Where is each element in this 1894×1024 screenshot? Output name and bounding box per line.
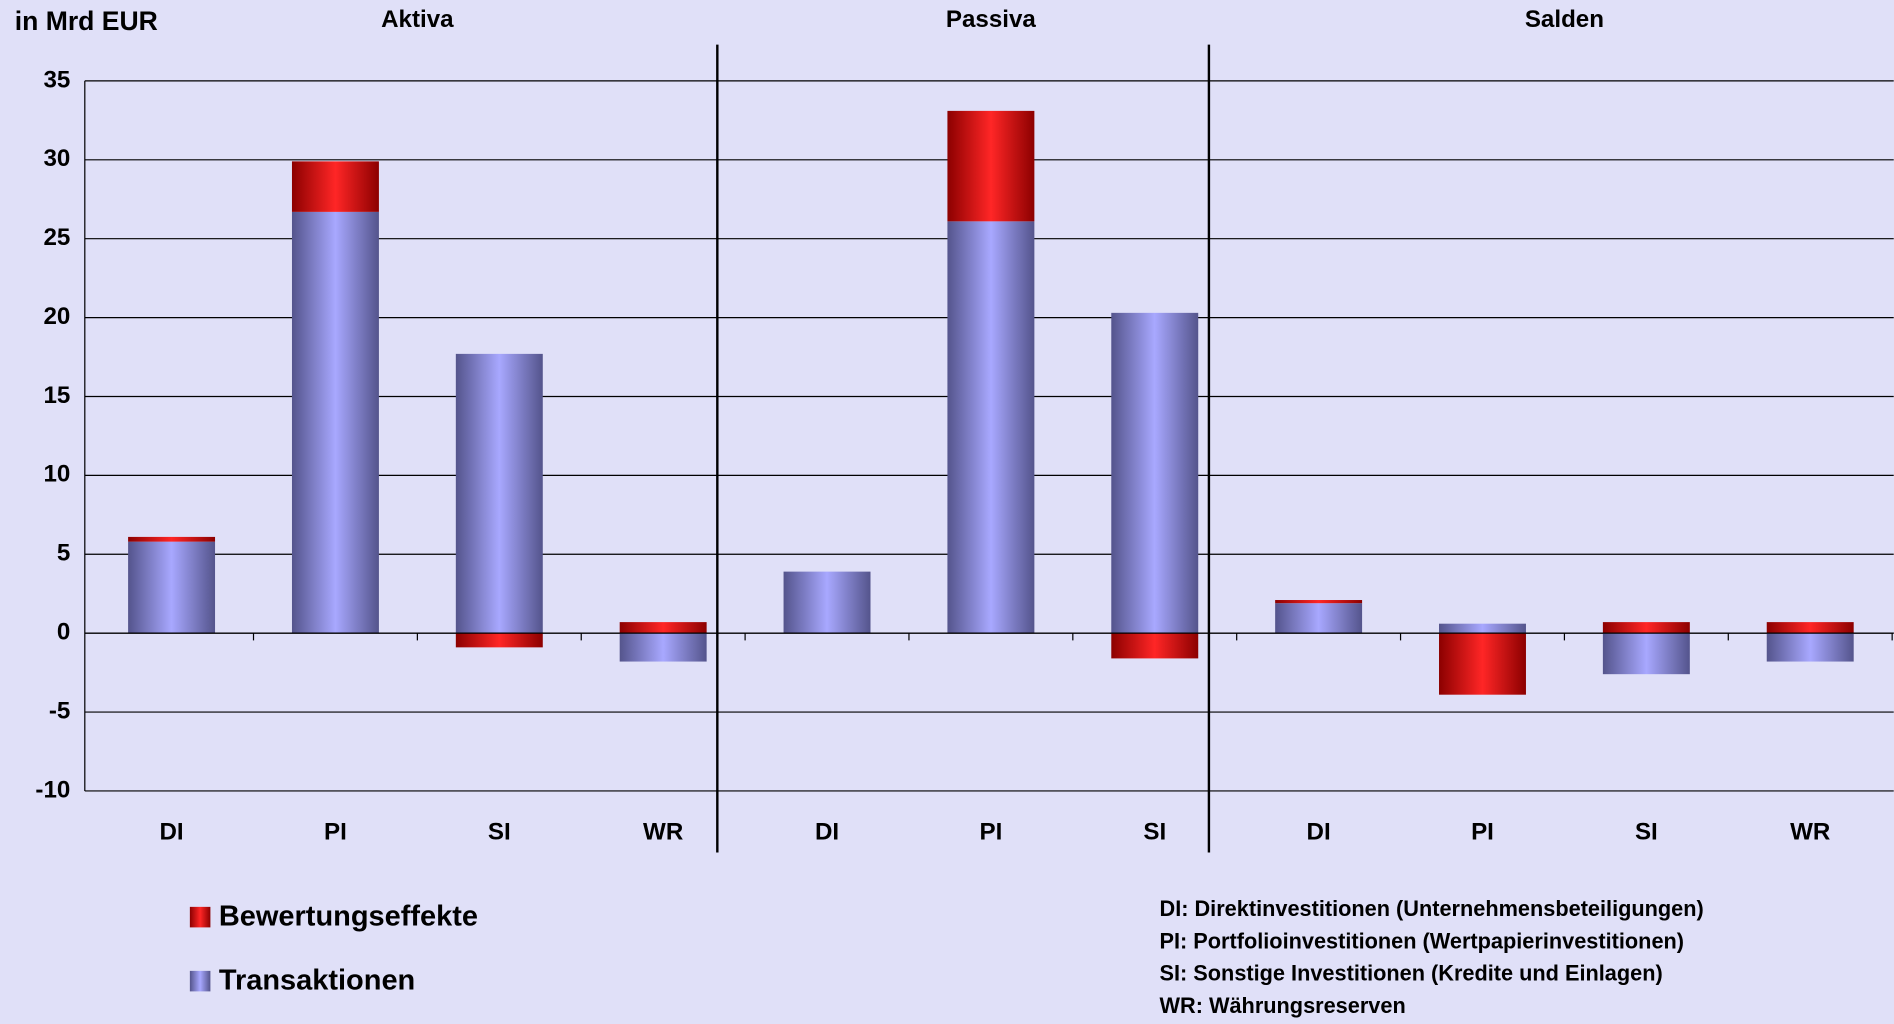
group-label: Salden bbox=[1525, 6, 1604, 33]
bar bbox=[1439, 633, 1526, 695]
x-tick-label: DI bbox=[159, 819, 183, 846]
bar bbox=[1602, 633, 1690, 675]
y-tick-label: 25 bbox=[43, 224, 70, 251]
x-tick-label: WR bbox=[1790, 819, 1830, 846]
bar bbox=[455, 633, 543, 648]
bar bbox=[619, 633, 707, 662]
bar bbox=[1439, 623, 1526, 634]
y-tick-label: 30 bbox=[43, 145, 70, 172]
group-label: Aktiva bbox=[381, 6, 454, 33]
y-tick-label: 10 bbox=[43, 461, 70, 488]
note: PI: Portfolioinvestitionen (Wertpapierin… bbox=[1160, 928, 1685, 953]
bar bbox=[128, 541, 216, 634]
bar bbox=[619, 622, 707, 634]
note: SI: Sonstige Investitionen (Kredite und … bbox=[1160, 961, 1663, 986]
legend-swatch bbox=[189, 906, 211, 928]
x-tick-label: SI bbox=[488, 819, 511, 846]
note: WR: Währungsreserven bbox=[1160, 993, 1406, 1018]
y-tick-label: 15 bbox=[43, 382, 70, 409]
y-axis-label: in Mrd EUR bbox=[15, 6, 158, 36]
x-tick-label: DI bbox=[1307, 819, 1331, 846]
legend-swatch bbox=[189, 970, 211, 992]
bar bbox=[1766, 633, 1854, 662]
bar bbox=[947, 221, 1035, 634]
bar bbox=[291, 211, 379, 634]
x-tick-label: SI bbox=[1635, 819, 1658, 846]
bar bbox=[1766, 622, 1854, 634]
x-tick-label: PI bbox=[979, 819, 1002, 846]
y-tick-label: 5 bbox=[57, 540, 70, 567]
note: DI: Direktinvestitionen (Unternehmensbet… bbox=[1160, 896, 1704, 921]
x-tick-label: PI bbox=[324, 819, 347, 846]
group-label: Passiva bbox=[946, 6, 1037, 33]
legend-label: Transaktionen bbox=[219, 964, 415, 996]
bar bbox=[128, 536, 216, 542]
bar bbox=[947, 110, 1035, 222]
bar bbox=[1111, 633, 1199, 659]
bar bbox=[1275, 600, 1363, 604]
x-tick-label: WR bbox=[643, 819, 683, 846]
bar bbox=[783, 571, 871, 634]
y-tick-label: 0 bbox=[57, 619, 70, 646]
bar bbox=[1602, 622, 1690, 634]
legend-label: Bewertungseffekte bbox=[219, 900, 478, 932]
x-tick-label: PI bbox=[1471, 819, 1494, 846]
y-tick-label: 35 bbox=[43, 66, 70, 93]
bar bbox=[455, 353, 543, 634]
bar bbox=[1275, 603, 1363, 634]
y-tick-label: -10 bbox=[35, 776, 70, 803]
y-tick-label: 20 bbox=[43, 303, 70, 330]
y-tick-label: -5 bbox=[49, 697, 70, 724]
x-tick-label: SI bbox=[1143, 819, 1166, 846]
bar bbox=[1111, 312, 1199, 634]
bar bbox=[291, 161, 379, 212]
x-tick-label: DI bbox=[815, 819, 839, 846]
